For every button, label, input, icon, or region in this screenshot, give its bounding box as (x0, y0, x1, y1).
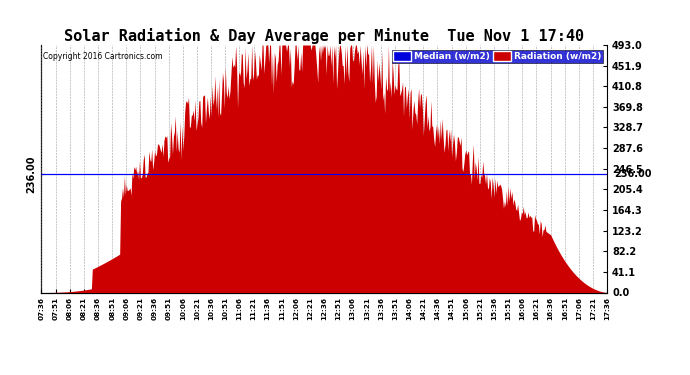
Text: 236.00: 236.00 (614, 169, 651, 179)
Title: Solar Radiation & Day Average per Minute  Tue Nov 1 17:40: Solar Radiation & Day Average per Minute… (64, 28, 584, 44)
Legend: Median (w/m2), Radiation (w/m2): Median (w/m2), Radiation (w/m2) (392, 50, 602, 63)
Text: Copyright 2016 Cartronics.com: Copyright 2016 Cartronics.com (43, 53, 162, 62)
